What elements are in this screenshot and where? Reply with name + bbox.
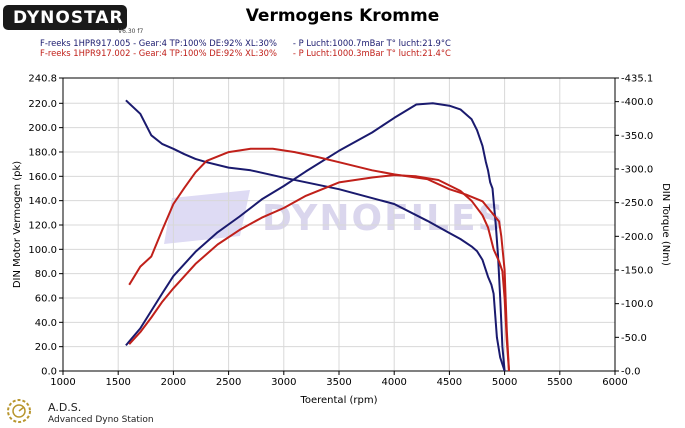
watermark-text: DYNOFILES (262, 198, 506, 239)
y2-tick-label: -350.0 (621, 131, 653, 142)
dynostar-logo: DYNOSTAR (3, 5, 127, 30)
y2-tick-label: -50.0 (621, 333, 647, 344)
y2-tick-label: -200.0 (621, 232, 653, 243)
y2-tick-label: -300.0 (621, 164, 653, 175)
y-tick-label: 60.0 (35, 293, 57, 304)
y-tick-label: 80.0 (35, 269, 57, 280)
y-tick-label: 120.0 (28, 220, 57, 231)
y-tick-label: 40.0 (35, 318, 57, 329)
y-tick-label: 0.0 (41, 367, 57, 378)
y-tick-label: 200.0 (28, 123, 57, 134)
y2-tick-label: -435.1 (621, 74, 653, 85)
run-conditions: - Gear:4 TP:100% DE:92% XL:30% (133, 38, 277, 48)
axis-ticks: 1000 1500 2000 2500 3000 3500 4000 4500 5000 5500… (28, 74, 653, 389)
run-2-torque-line (128, 147, 510, 372)
y2-tick-label: -150.0 (621, 265, 653, 276)
x-tick-label: 3500 (326, 377, 351, 388)
y-axis-label: DIN Motor Vermogen (pk) (12, 161, 23, 288)
x-tick-label: 1000 (50, 377, 75, 388)
run-info-1: F-reeks 1HPR917.005 - Gear:4 TP:100% DE:… (40, 38, 451, 48)
grid-lines (62, 78, 616, 371)
x-tick-label: 5500 (547, 377, 572, 388)
y2-axis-label: DIN Torque (Nm) (660, 183, 671, 266)
x-tick-label: 1500 (105, 377, 130, 388)
ads-name: A.D.S. (48, 401, 82, 414)
x-tick-label: 5000 (492, 377, 517, 388)
x-tick-label: 3000 (271, 377, 296, 388)
y2-tick-label: -250.0 (621, 198, 653, 209)
chart-title: Vermogens Kromme (245, 6, 440, 26)
y2-tick-label: -0.0 (621, 367, 641, 378)
y-tick-label: 100.0 (28, 245, 57, 256)
y-tick-label: 220.0 (28, 99, 57, 110)
run-ambient: - P Lucht:1000.7mBar T° lucht:21.9°C (292, 38, 451, 48)
run-id: F-reeks 1HPR917.005 (40, 38, 131, 48)
y-tick-label: 140.0 (28, 196, 57, 207)
x-axis-label: Toerental (rpm) (299, 395, 377, 406)
run-conditions: - Gear:4 TP:100% DE:92% XL:30% (133, 48, 277, 58)
logo-text: DYNOSTAR (13, 8, 124, 28)
run-info-2: F-reeks 1HPR917.002 - Gear:4 TP:100% DE:… (40, 48, 451, 58)
logo-version: V6.30 f7 (118, 28, 144, 35)
run-2-power-line (128, 174, 510, 372)
y-tick-label: 20.0 (35, 342, 57, 353)
series-lines (125, 99, 510, 372)
y2-tick-label: -400.0 (621, 97, 653, 108)
y2-tick-label: -100.0 (621, 299, 653, 310)
x-tick-label: 4000 (381, 377, 406, 388)
run-1-torque-line (125, 99, 506, 372)
run-id: F-reeks 1HPR917.002 (40, 48, 131, 58)
run-1-power-line (125, 102, 506, 372)
y-tick-label: 160.0 (28, 172, 57, 183)
ads-subtitle: Advanced Dyno Station (48, 415, 154, 425)
x-tick-label: 2000 (161, 377, 186, 388)
x-tick-label: 4500 (437, 377, 462, 388)
run-ambient: - P Lucht:1000.3mBar T° lucht:21.4°C (292, 48, 451, 58)
y-tick-label: 180.0 (28, 147, 57, 158)
ads-logo-icon (7, 399, 31, 423)
y-tick-label: 240.8 (28, 74, 57, 85)
x-tick-label: 6000 (602, 377, 627, 388)
x-tick-label: 2500 (216, 377, 241, 388)
